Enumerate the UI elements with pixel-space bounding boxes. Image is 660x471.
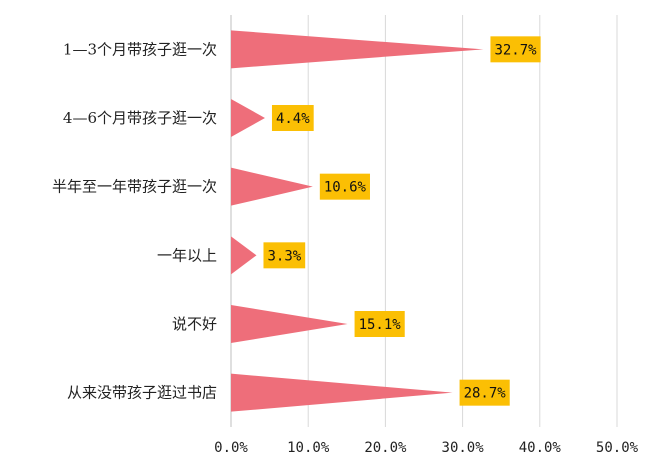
data-label: 3.3%	[263, 242, 306, 269]
data-label-text: 4.4%	[276, 111, 310, 127]
grid	[230, 15, 618, 427]
x-tick-label: 20.0%	[364, 440, 407, 456]
x-tick-label: 50.0%	[596, 440, 639, 456]
x-tick-labels: 0.0% 10.0% 20.0% 30.0% 40.0% 50.0%	[214, 440, 638, 456]
bar-triangle	[231, 305, 348, 343]
category-label: 一年以上	[157, 246, 217, 264]
category-label: 说不好	[172, 315, 217, 333]
data-label-text: 15.1%	[359, 317, 402, 333]
data-label-text: 32.7%	[494, 42, 537, 58]
bar-triangle	[231, 30, 484, 69]
category-label: 1—3个月带孩子逛一次	[63, 40, 217, 58]
data-label: 10.6%	[319, 173, 370, 200]
data-label: 32.7%	[490, 36, 541, 63]
data-label-text: 3.3%	[267, 248, 301, 264]
x-tick-label: 0.0%	[214, 440, 248, 456]
data-label: 15.1%	[354, 311, 405, 337]
data-label-background	[319, 173, 370, 200]
data-label-background	[271, 105, 314, 131]
bar-triangle	[231, 99, 265, 137]
category-labels: 1—3个月带孩子逛一次 4—6个月带孩子逛一次半年至一年带孩子逛一次一年以上说不好…	[52, 40, 217, 401]
bars	[231, 30, 484, 412]
category-label: 从来没带孩子逛过书店	[67, 384, 217, 402]
bar-triangle	[231, 373, 453, 412]
x-tick-label: 10.0%	[287, 440, 330, 456]
bar-triangle	[231, 167, 313, 206]
data-label-background	[459, 379, 510, 406]
bar-triangle	[231, 236, 257, 275]
category-label: 4—6个月带孩子逛一次	[63, 109, 217, 127]
data-label-text: 28.7%	[464, 386, 507, 402]
data-label-text: 10.6%	[324, 180, 367, 196]
category-label: 半年至一年带孩子逛一次	[52, 178, 217, 196]
data-labels: 32.7% 4.4% 10.6% 3.3% 15.1% 28.7%	[263, 36, 541, 406]
x-tick-label: 40.0%	[519, 440, 562, 456]
x-tick-label: 30.0%	[442, 440, 485, 456]
data-label: 4.4%	[271, 105, 314, 131]
data-label-background	[354, 311, 405, 337]
data-label-background	[263, 242, 306, 269]
data-label: 28.7%	[459, 379, 510, 406]
data-label-background	[490, 36, 541, 63]
